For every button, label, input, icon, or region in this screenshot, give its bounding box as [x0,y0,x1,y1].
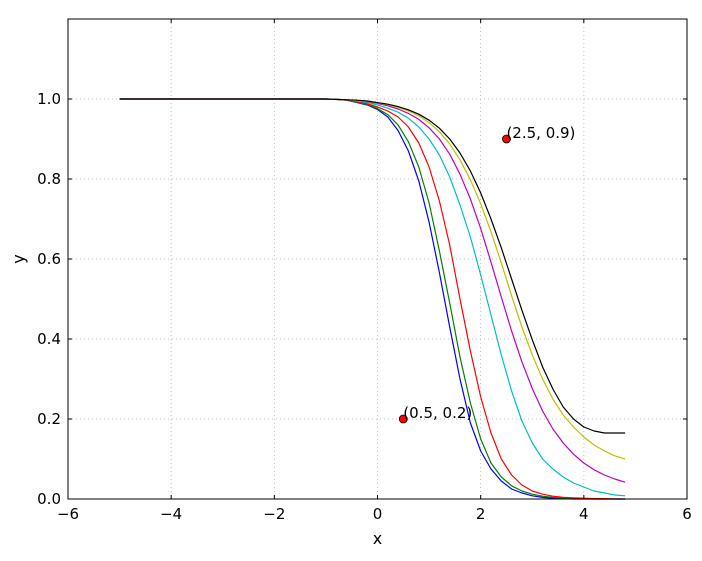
x-axis-label: x [373,529,382,548]
x-tick-label: 2 [476,505,486,523]
series-line-4 [119,98,626,497]
series-lines [119,98,626,500]
x-tick-label: 6 [682,505,692,523]
annotation-label-1: (0.5, 0.2) [403,404,472,422]
x-tick-label: 0 [373,505,383,523]
y-axis-label: y [9,254,28,263]
x-tick-label: −2 [263,505,285,523]
y-tick-label: 0.8 [37,170,61,188]
y-tick-label: 0.6 [37,250,61,268]
annotation-label-2: (2.5, 0.9) [506,124,575,142]
series-line-1 [119,98,626,500]
x-tick-label: −4 [160,505,182,523]
y-tick-label: 0.2 [37,410,61,428]
ticks: −6 −4 −2 0 2 4 6 0.0 0.2 0.4 0.6 0.8 1.0 [37,19,692,523]
annotation-marker-1 [398,414,408,424]
grid [67,19,688,500]
annotations: (0.5, 0.2) (2.5, 0.9) [398,124,575,424]
x-tick-label: −6 [57,505,79,523]
series-line-6 [119,98,626,460]
series-line-2 [119,98,626,500]
series-line-5 [119,98,626,483]
y-tick-label: 0.0 [37,490,61,508]
series-line-3 [119,98,626,500]
y-tick-label: 1.0 [37,90,61,108]
x-tick-label: 4 [579,505,589,523]
y-tick-label: 0.4 [37,330,61,348]
annotation-marker-2 [502,134,511,144]
series-line-7 [119,98,626,434]
